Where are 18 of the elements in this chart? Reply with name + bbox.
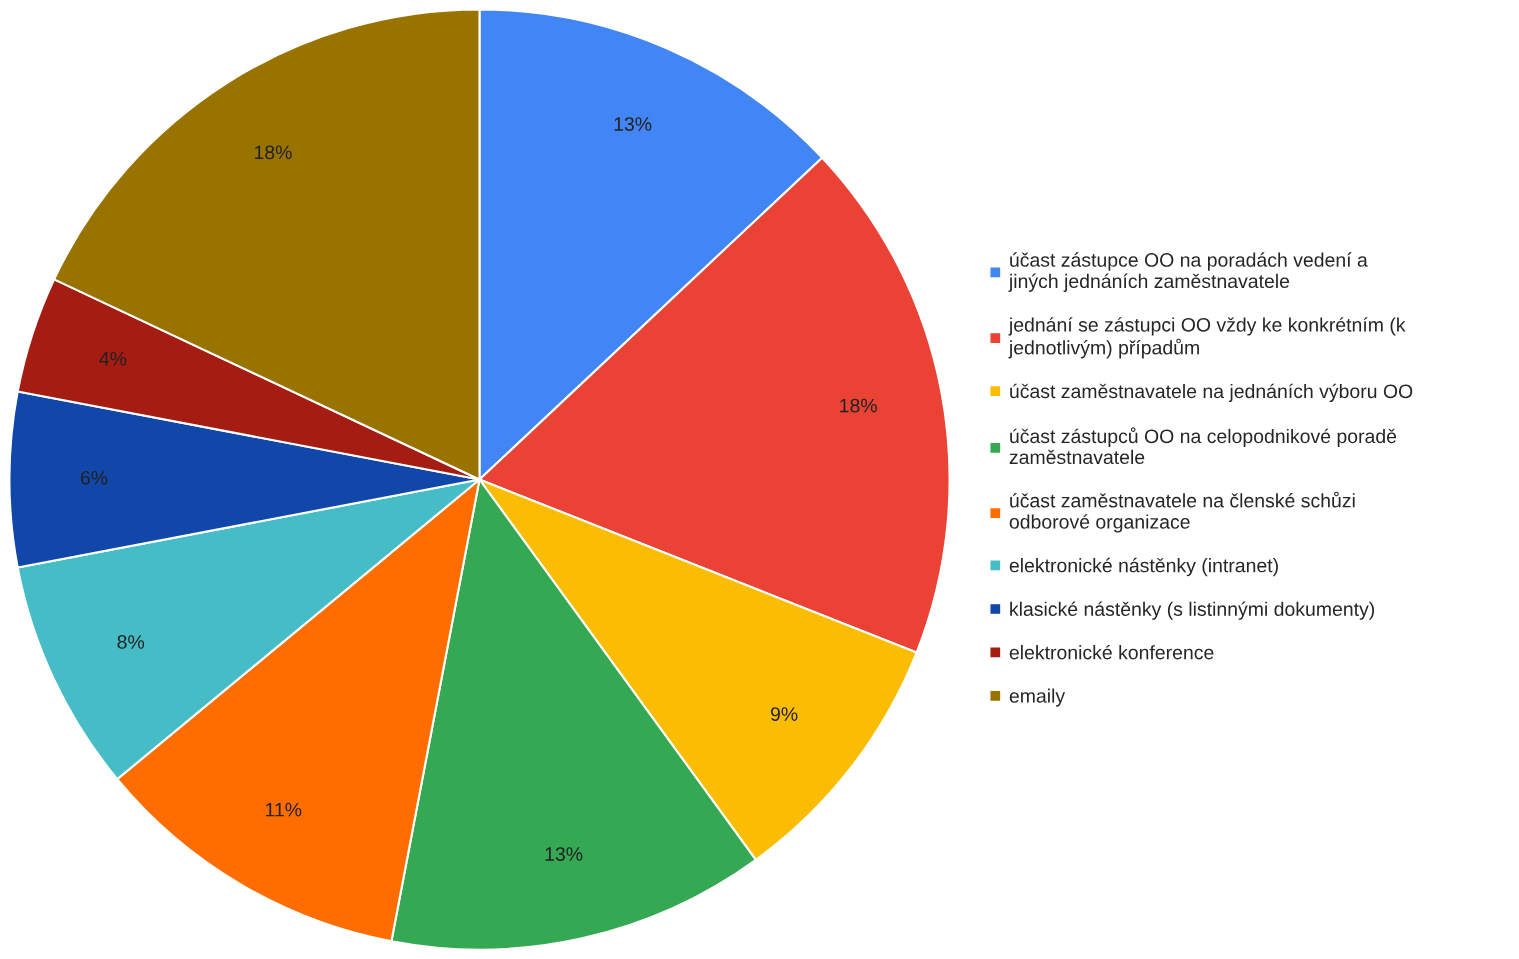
legend-label: účast zástupců OO na celopodnikové poradě zaměstnavatele <box>1009 427 1397 465</box>
legend-label: jednání se zástupci OO vždy ke konkrétním (k jednotlivým) případům <box>1008 317 1406 359</box>
legend-label: emaily <box>1009 688 1066 707</box>
legend-label: elektronické nástěnky (intranet) <box>1009 557 1278 577</box>
data-label: 13% <box>545 847 583 861</box>
data-label: 4% <box>99 351 127 366</box>
data-label: 9% <box>770 707 798 721</box>
legend-label: účast zástupce OO na poradách vedení a jiných jednáních zaměstnavatele <box>1008 252 1368 292</box>
legend-label: elektronické konference <box>1009 644 1214 660</box>
data-label: 18% <box>840 398 877 413</box>
data-label: 11% <box>266 802 302 817</box>
data-label: 8% <box>117 635 145 649</box>
legend-label: účast zaměstnavatele na členské schůzi odborové organizace <box>1009 491 1355 533</box>
legend-label: účast zaměstnavatele na jednáních výboru OO <box>1010 383 1413 403</box>
data-label: 6% <box>80 470 108 485</box>
data-label: 18% <box>254 145 292 160</box>
data-label: 13% <box>614 117 652 131</box>
legend-label: klasické nástěnky (s listinnými dokumenty) <box>1010 601 1375 620</box>
